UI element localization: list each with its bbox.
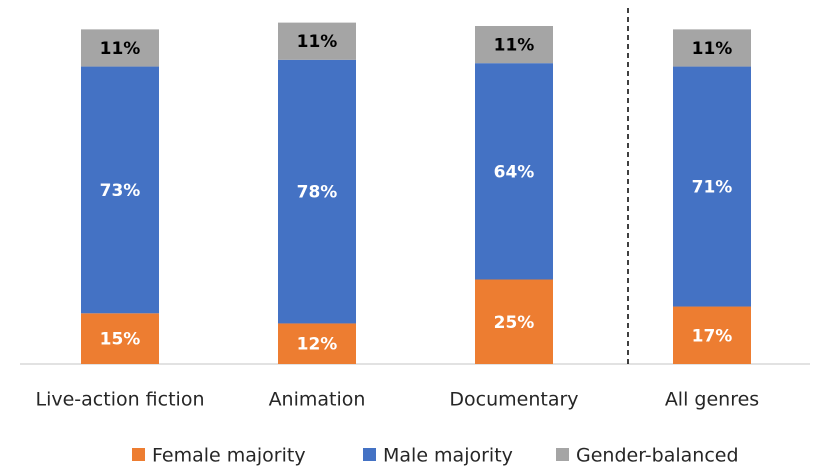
legend-swatch xyxy=(556,448,569,461)
value-label: 71% xyxy=(692,178,733,198)
x-tick-label: All genres xyxy=(665,389,759,411)
value-label: 64% xyxy=(494,162,535,182)
bar-segment xyxy=(475,63,553,280)
legend-label: Male majority xyxy=(383,445,513,467)
legend-swatch xyxy=(132,448,145,461)
value-label: 78% xyxy=(297,183,338,203)
value-label: 11% xyxy=(692,39,733,59)
x-tick-label: Documentary xyxy=(449,389,578,411)
bar-segment xyxy=(278,323,356,364)
bar-segment xyxy=(673,306,751,364)
bar-segment xyxy=(673,66,751,307)
value-label: 12% xyxy=(297,335,338,355)
value-label: 25% xyxy=(494,313,535,333)
value-label: 11% xyxy=(100,39,141,59)
legend-label: Gender-balanced xyxy=(576,445,739,467)
bar-segment xyxy=(278,22,356,60)
value-label: 73% xyxy=(100,181,141,201)
bar-segment xyxy=(278,59,356,324)
value-label: 17% xyxy=(692,326,733,346)
x-tick-label: Animation xyxy=(269,389,366,411)
bar-segment xyxy=(81,66,159,314)
legend-label: Female majority xyxy=(152,445,306,467)
bar-segment xyxy=(81,313,159,364)
value-label: 15% xyxy=(100,330,141,350)
bar-segment xyxy=(81,29,159,67)
value-label: 11% xyxy=(494,36,535,56)
bar-segment xyxy=(475,26,553,64)
x-tick-label: Live-action fiction xyxy=(36,389,205,411)
legend-swatch xyxy=(363,448,376,461)
bar-segment xyxy=(475,279,553,364)
value-label: 11% xyxy=(297,32,338,52)
bar-segment xyxy=(673,29,751,67)
